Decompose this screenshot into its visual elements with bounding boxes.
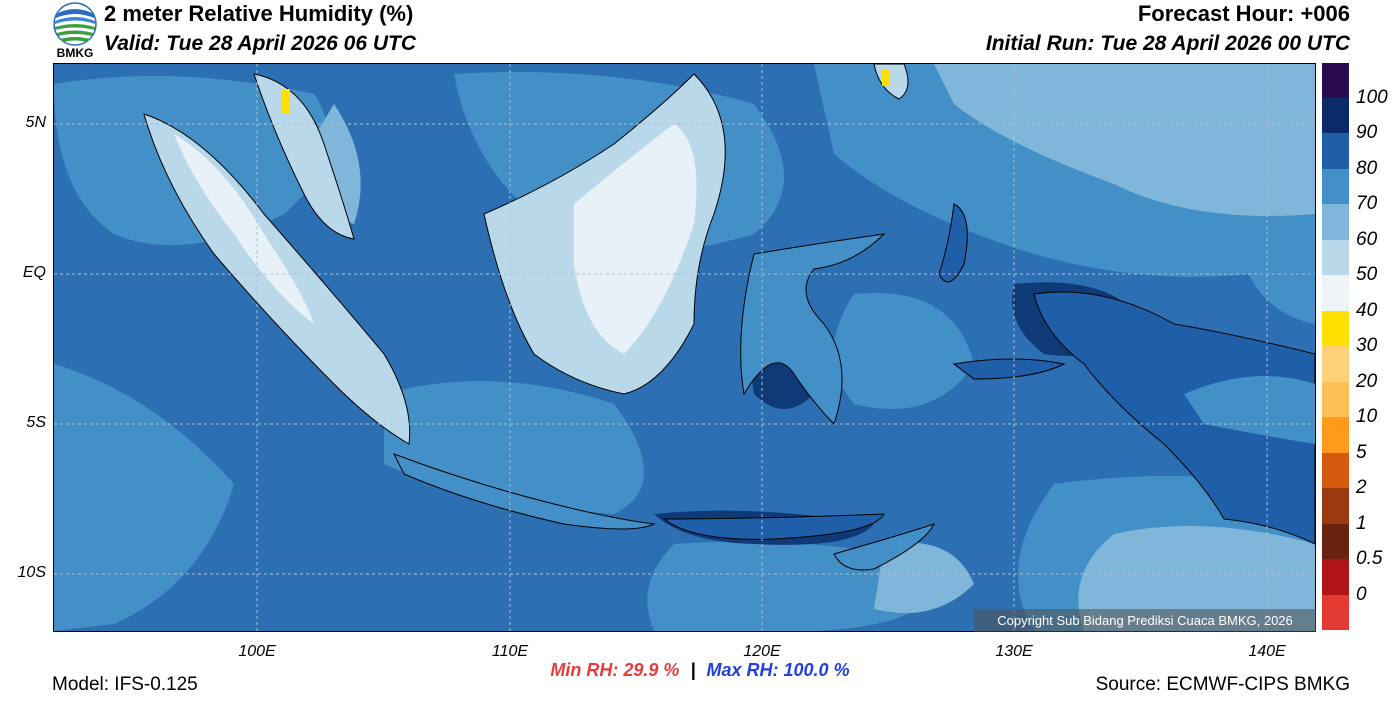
colorbar-swatch (1322, 524, 1349, 559)
bmkg-logo-icon (53, 2, 97, 46)
colorbar-label: 90 (1356, 122, 1378, 143)
landmasses (143, 63, 1316, 571)
colorbar-swatch (1322, 275, 1349, 311)
colorbar-label: 20 (1356, 371, 1378, 392)
colorbar-swatch (1322, 240, 1349, 275)
colorbar-label: 2 (1356, 477, 1367, 498)
colorbar-swatch (1322, 488, 1349, 524)
valid-time: Valid: Tue 28 April 2026 06 UTC (104, 32, 417, 55)
map-canvas (54, 63, 1316, 631)
colorbar-swatch (1322, 98, 1349, 133)
map-title: 2 meter Relative Humidity (%) (104, 1, 414, 26)
initial-run: Initial Run: Tue 28 April 2026 00 UTC (985, 32, 1350, 55)
bmkg-logo: BMKG (50, 2, 100, 60)
colorbar-label: 10 (1356, 406, 1378, 427)
forecast-hour: Forecast Hour: +006 (1137, 1, 1350, 26)
colorbar-swatch (1322, 311, 1349, 346)
colorbar-label: 0 (1356, 584, 1367, 605)
lon-label-130e: 130E (995, 643, 1033, 660)
min-rh: Min RH: 29.9 % (550, 660, 680, 680)
colorbar-swatch (1322, 382, 1349, 417)
humidity-map: Copyright Sub Bidang Prediksi Cuaca BMKG… (53, 63, 1316, 632)
colorbar (1322, 63, 1349, 632)
colorbar-label: 30 (1356, 335, 1378, 356)
colorbar-swatch (1322, 595, 1349, 630)
colorbar-label: 40 (1356, 300, 1378, 321)
model-label: Model: IFS-0.125 (52, 674, 198, 695)
colorbar-label: 1 (1356, 513, 1367, 534)
colorbar-swatch (1322, 204, 1349, 240)
lat-label-eq: EQ (22, 264, 46, 281)
colorbar-label: 70 (1356, 193, 1378, 214)
colorbar-swatch (1322, 453, 1349, 488)
lon-label-100e: 100E (238, 643, 276, 660)
colorbar-swatch (1322, 559, 1349, 595)
colorbar-swatch (1322, 346, 1349, 382)
colorbar-swatch (1322, 169, 1349, 204)
colorbar-label: 0.5 (1356, 548, 1383, 569)
lon-label-140e: 140E (1248, 643, 1286, 660)
source-label: Source: ECMWF-CIPS BMKG (1095, 674, 1350, 695)
lat-label-10s: 10S (17, 564, 46, 581)
max-rh: Max RH: 100.0 % (706, 660, 850, 680)
logo-text: BMKG (56, 46, 94, 60)
colorbar-swatch (1322, 417, 1349, 453)
lat-label-5n: 5N (25, 114, 46, 131)
lon-label-120e: 120E (743, 643, 781, 660)
lon-label-110e: 110E (491, 643, 529, 660)
lat-label-5s: 5S (26, 414, 46, 431)
colorbar-label: 100 (1356, 87, 1388, 108)
copyright-note: Copyright Sub Bidang Prediksi Cuaca BMKG… (974, 609, 1316, 632)
rh-60-70-zones (304, 64, 1315, 631)
rh-stats: Min RH: 29.9 % | Max RH: 100.0 % (0, 660, 1400, 681)
colorbar-swatch (1322, 63, 1349, 98)
colorbar-swatch (1322, 133, 1349, 169)
colorbar-label: 50 (1356, 264, 1378, 285)
stats-separator: | (690, 660, 696, 680)
colorbar-label: 5 (1356, 442, 1367, 463)
graticule (54, 64, 1315, 631)
colorbar-label: 80 (1356, 158, 1378, 179)
colorbar-label: 60 (1356, 229, 1378, 250)
